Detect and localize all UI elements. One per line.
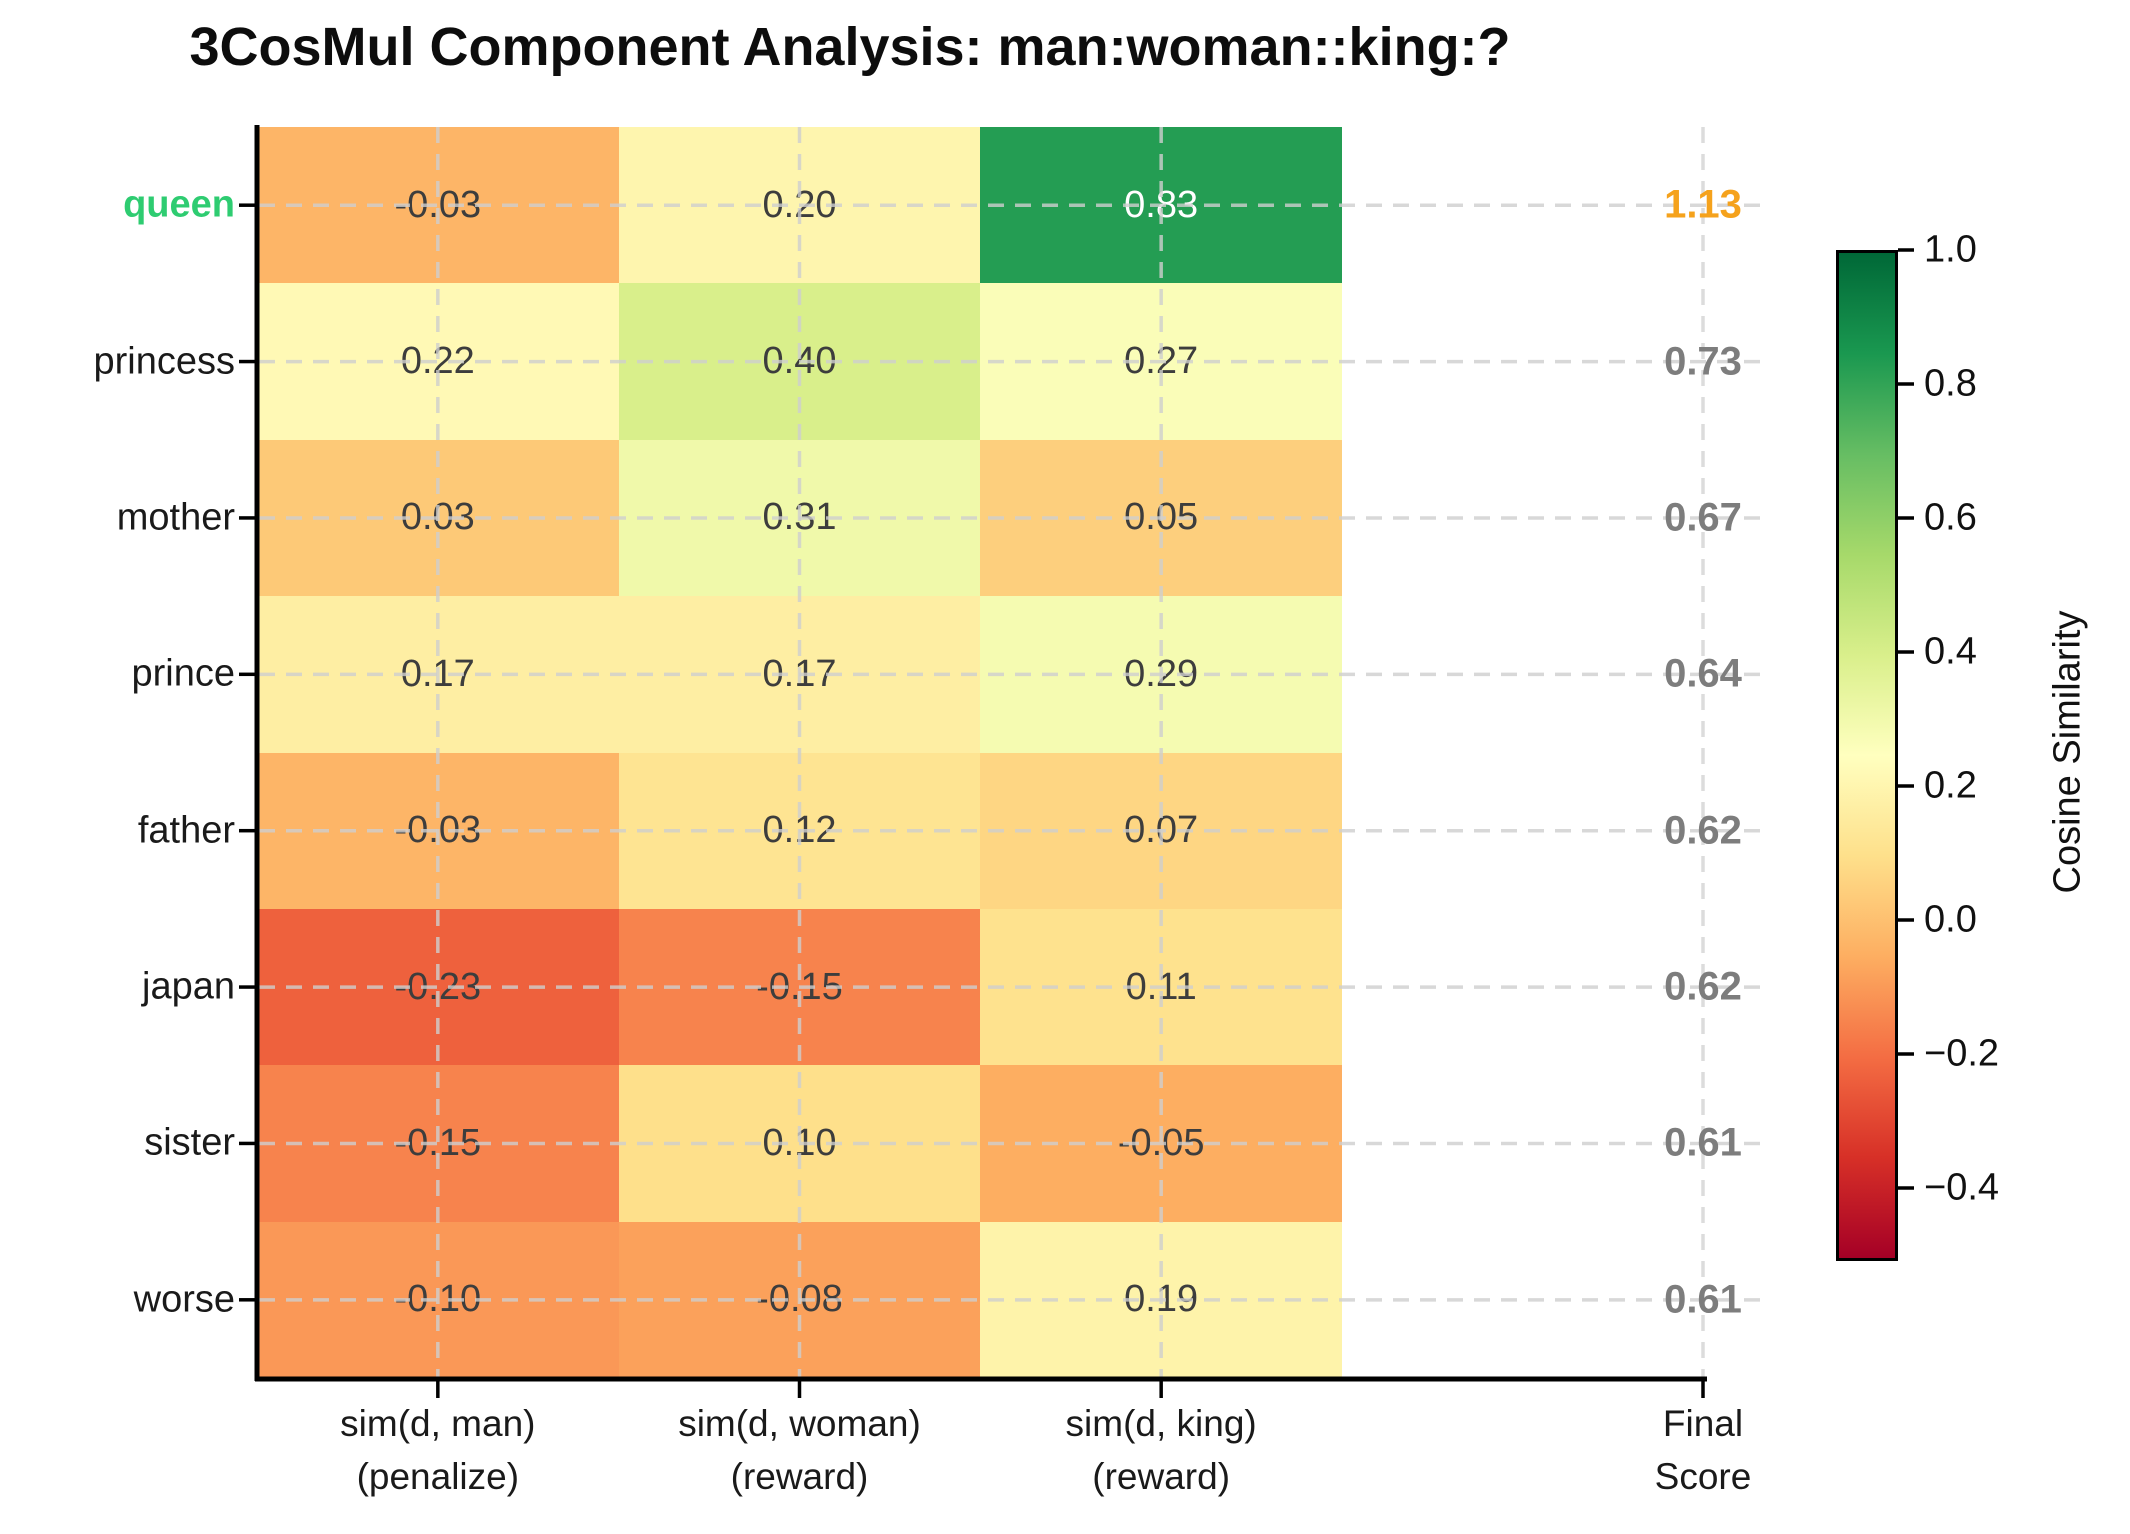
heatmap-cell-queen-col2: 0.20 [618,127,981,284]
heatmap-cell-princess-col3: 0.27 [980,283,1342,440]
heatmap-cell-queen-col3: 0.83 [980,127,1342,284]
row-label-mother: mother [116,496,235,539]
heatmap-cell-father-col2: 0.12 [618,752,981,909]
cell-value: 0.22 [400,340,475,383]
cell-value: 0.31 [762,496,837,539]
cell-value: -0.23 [394,965,482,1008]
row-label-queen: queen [123,183,235,226]
cell-value: 0.10 [762,1121,837,1164]
cell-value: 0.11 [1125,965,1197,1008]
heatmap-cell-sister-col3: -0.05 [980,1065,1342,1222]
x-label-line2: (penalize) [356,1455,520,1497]
x-axis-label-col1: sim(d, man) (penalize) [340,1398,535,1503]
final-score-japan: 0.62 [1664,964,1742,1009]
heatmap-cell-mother-col2: 0.31 [618,439,981,597]
final-score-father: 0.62 [1664,808,1742,853]
heatmap-cell-mother-col1: 0.03 [257,439,619,597]
x-label-line2: (reward) [730,1455,869,1497]
final-score-queen: 1.13 [1664,182,1742,227]
heatmap-cell-prince-col2: 0.17 [618,596,981,753]
x-label-line1: sim(d, woman) [678,1403,921,1444]
heatmap-cell-worse-col2: -0.08 [618,1221,981,1378]
heatmap-cell-sister-col2: 0.10 [618,1065,981,1222]
row-label-worse: worse [133,1278,235,1321]
colorbar-tick-label-0.6: 0.6 [1924,496,1977,539]
cell-value: 0.29 [1124,652,1199,695]
x-label-line1: sim(d, man) [340,1403,536,1444]
x-axis-label-final-score: Final Score [1655,1398,1752,1503]
x-label-line2: Score [1654,1455,1752,1497]
row-label-japan: japan [142,965,235,1008]
final-score-sister: 0.61 [1664,1120,1742,1165]
cell-value: 0.19 [1124,1278,1199,1321]
cell-value: 0.20 [762,183,837,226]
cell-value: -0.10 [394,1278,482,1321]
heatmap-cell-father-col1: -0.03 [257,752,619,909]
cell-value: -0.03 [394,183,482,226]
row-label-father: father [137,809,235,852]
row-label-princess: princess [93,340,236,383]
x-label-line1: Final [1662,1403,1744,1444]
heatmap-cell-queen-col1: -0.03 [257,127,619,284]
cell-value: 0.12 [762,809,837,852]
cell-value: 0.40 [762,340,837,383]
heatmap-cell-father-col3: 0.07 [980,752,1342,909]
colorbar-axis-label: Cosine Similarity [2046,610,2089,894]
heatmap-cell-japan-col3: 0.11 [980,908,1342,1066]
x-label-line1: sim(d, king) [1065,1403,1257,1444]
colorbar-tick-label-0.2: 0.2 [1924,764,1977,807]
cell-value: 0.07 [1124,809,1199,852]
heatmap-grid: -0.03 0.20 0.83 0.22 0.40 0.27 0.03 0.31 0.05 0.1… [257,127,1342,1378]
cell-value: -0.05 [1117,1121,1205,1164]
x-axis-label-col2: sim(d, woman) (reward) [678,1398,921,1503]
cell-value: 0.17 [400,652,475,695]
colorbar-tick-label-0.8: 0.8 [1924,362,1977,405]
x-axis-label-col3: sim(d, king) (reward) [1066,1398,1257,1503]
heatmap-cell-sister-col1: -0.15 [257,1065,619,1222]
heatmap-cell-princess-col1: 0.22 [257,283,619,440]
cell-value: 0.03 [400,496,475,539]
final-score-worse: 0.61 [1664,1277,1742,1322]
cell-value: 0.83 [1124,183,1199,226]
cell-value: 0.05 [1124,496,1199,539]
heatmap-cell-prince-col3: 0.29 [980,596,1342,753]
heatmap-cell-japan-col1: -0.23 [257,908,619,1066]
cell-value: 0.27 [1124,340,1199,383]
x-label-line2: (reward) [1092,1455,1231,1497]
colorbar-tick-label-−0.4: −0.4 [1924,1166,2000,1209]
colorbar-gradient [1836,250,1898,1261]
cell-value: -0.15 [756,965,843,1008]
colorbar-tick-label-0.4: 0.4 [1924,630,1977,673]
final-score-prince: 0.64 [1664,651,1742,696]
cell-value: -0.03 [394,809,482,852]
heatmap-cell-worse-col3: 0.19 [980,1221,1342,1378]
colorbar-tick-label-1.0: 1.0 [1924,228,1977,271]
heatmap-cell-mother-col3: 0.05 [980,439,1342,597]
colorbar-tick-label-0.0: 0.0 [1924,898,1977,941]
heatmap-cell-prince-col1: 0.17 [257,596,619,753]
cell-value: -0.15 [394,1121,482,1164]
y-axis-row-labels: queen princess mother prince father japan sist… [0,127,236,1378]
heatmap-cell-worse-col1: -0.10 [257,1221,619,1378]
cell-value: -0.08 [756,1278,843,1321]
chart-title: 3CosMul Component Analysis: man:woman::k… [189,17,1511,77]
row-label-sister: sister [144,1121,235,1164]
heatmap-cell-princess-col2: 0.40 [618,283,981,440]
cell-value: 0.17 [762,652,837,695]
heatmap-cell-japan-col2: -0.15 [618,908,981,1066]
final-score-princess: 0.73 [1664,339,1742,384]
colorbar-tick-label-−0.2: −0.2 [1924,1032,2000,1075]
row-label-prince: prince [131,652,236,695]
final-score-mother: 0.67 [1664,495,1742,540]
